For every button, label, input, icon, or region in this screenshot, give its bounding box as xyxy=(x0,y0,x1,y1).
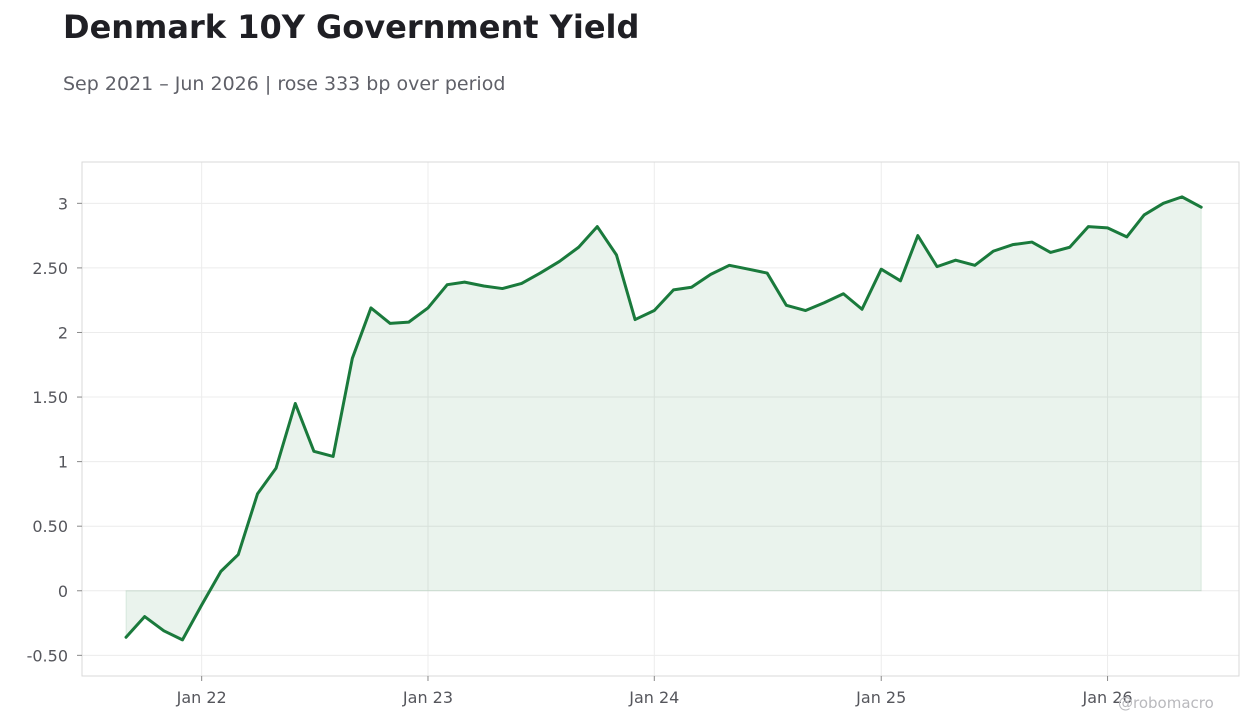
y-tick-label: -0.50 xyxy=(27,646,68,665)
data-point xyxy=(237,553,240,556)
data-point xyxy=(822,301,826,304)
data-point xyxy=(446,283,449,286)
y-tick-label: 1.50 xyxy=(32,388,68,407)
data-point xyxy=(765,271,769,275)
data-point xyxy=(200,603,203,607)
data-point xyxy=(1199,206,1203,209)
data-point xyxy=(973,264,977,267)
data-point xyxy=(407,320,410,324)
data-point xyxy=(842,292,845,295)
grid-lines xyxy=(82,162,1239,676)
data-point xyxy=(690,286,693,289)
x-tick-label: Jan 26 xyxy=(1081,688,1132,707)
data-point xyxy=(181,638,184,642)
data-point xyxy=(558,260,561,263)
data-point xyxy=(1125,235,1128,239)
data-point xyxy=(143,615,146,618)
data-point xyxy=(312,450,316,453)
chart-title: Denmark 10Y Government Yield xyxy=(63,8,640,46)
x-tick-label: Jan 24 xyxy=(628,688,679,707)
y-tick-label: 2.50 xyxy=(32,259,68,278)
y-tick-label: 3 xyxy=(58,194,68,213)
data-point xyxy=(539,271,542,275)
chart-subtitle: Sep 2021 – Jun 2026 | rose 333 bp over p… xyxy=(63,73,506,95)
data-point xyxy=(954,258,957,262)
yield-area-fill xyxy=(125,196,1202,641)
data-point xyxy=(351,357,354,360)
data-point xyxy=(709,273,712,276)
yield-points xyxy=(124,195,1203,642)
x-tick-label: Jan 22 xyxy=(176,688,227,707)
watermark: @robomacro xyxy=(1118,694,1214,712)
data-point xyxy=(426,306,430,310)
data-point xyxy=(331,455,335,458)
data-point xyxy=(1011,243,1014,246)
data-point xyxy=(992,249,995,253)
data-point xyxy=(219,570,223,573)
data-point xyxy=(482,284,485,288)
data-point xyxy=(653,309,656,312)
data-point xyxy=(785,304,788,307)
data-point xyxy=(577,246,580,249)
data-point xyxy=(916,234,920,237)
data-point xyxy=(728,264,731,267)
y-tick-label: 0.50 xyxy=(32,517,68,536)
y-axis-ticks: 3 2.50 2 1.50 1 0.50 0 -0.50 xyxy=(27,194,82,665)
data-point xyxy=(1106,226,1109,230)
x-axis-ticks: Jan 22 Jan 23 Jan 24 Jan 25 Jan 26 xyxy=(176,676,1133,707)
data-point xyxy=(1142,213,1146,217)
data-point xyxy=(294,402,297,405)
data-point xyxy=(804,309,807,312)
data-point xyxy=(274,466,278,470)
data-point xyxy=(747,267,750,271)
data-point xyxy=(1087,225,1090,228)
data-point xyxy=(633,318,637,321)
data-point xyxy=(880,267,883,271)
data-point xyxy=(162,629,166,632)
y-tick-label: 2 xyxy=(58,323,68,342)
data-point xyxy=(1180,195,1184,199)
x-tick-label: Jan 23 xyxy=(402,688,453,707)
data-point xyxy=(1162,202,1165,205)
x-tick-label: Jan 25 xyxy=(855,688,906,707)
data-point xyxy=(1068,246,1071,249)
data-point xyxy=(369,306,373,310)
data-point xyxy=(520,282,523,285)
data-point xyxy=(935,265,939,268)
data-point xyxy=(256,492,259,496)
data-point xyxy=(899,279,902,283)
data-point xyxy=(463,280,466,284)
data-point xyxy=(1049,251,1052,254)
data-point xyxy=(501,287,504,290)
data-point xyxy=(860,308,864,311)
yield-line xyxy=(124,195,1203,642)
plot-frame xyxy=(81,161,1240,677)
data-point xyxy=(615,253,618,257)
data-point xyxy=(672,288,675,292)
data-point xyxy=(596,225,599,228)
data-point xyxy=(388,322,392,325)
y-tick-label: 1 xyxy=(58,453,68,472)
y-tick-label: 0 xyxy=(58,582,68,601)
data-point xyxy=(124,636,128,639)
data-point xyxy=(1030,240,1034,244)
